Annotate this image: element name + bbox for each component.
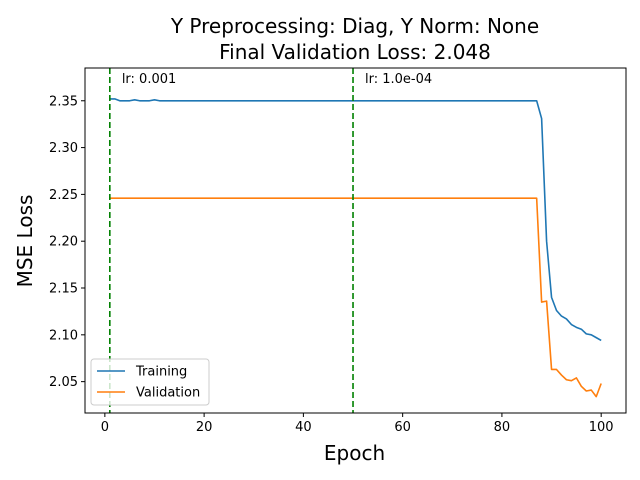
legend: Training Validation [90, 358, 210, 406]
chart-title-line1: Y Preprocessing: Diag, Y Norm: None [170, 14, 539, 38]
y-tick-label-2.15: 2.15 [49, 282, 78, 297]
x-tick-label-100: 100 [589, 420, 614, 435]
y-tick-label-2.10: 2.10 [49, 328, 78, 343]
chart-title-line2: Final Validation Loss: 2.048 [219, 40, 491, 64]
plot-area: lr: 0.001 lr: 1.0e-04 0 20 40 60 80 100 2.05 2.10… [49, 67, 627, 435]
series-line-training [109, 98, 602, 342]
y-axis-label: MSE Loss [13, 195, 37, 288]
x-tick-label-20: 20 [196, 420, 213, 435]
lr-annotation-2: lr: 1.0e-04 [365, 72, 432, 87]
x-axis-label: Epoch [324, 441, 385, 465]
series-line-validation [109, 197, 602, 398]
y-tick-label-2.35: 2.35 [49, 94, 78, 109]
x-tick-label-80: 80 [494, 420, 511, 435]
plot-frame [84, 67, 627, 414]
legend-label-training: Training [135, 365, 187, 380]
lr-annotation-1: lr: 0.001 [122, 72, 176, 87]
y-tick-label-2.25: 2.25 [49, 188, 78, 203]
y-tick-label-2.30: 2.30 [49, 141, 78, 156]
y-tick-label-2.20: 2.20 [49, 235, 78, 250]
x-tick-label-60: 60 [394, 420, 411, 435]
legend-label-validation: Validation [136, 386, 200, 401]
x-tick-label-40: 40 [295, 420, 312, 435]
y-tick-label-2.05: 2.05 [49, 375, 78, 390]
x-tick-label-0: 0 [101, 420, 109, 435]
